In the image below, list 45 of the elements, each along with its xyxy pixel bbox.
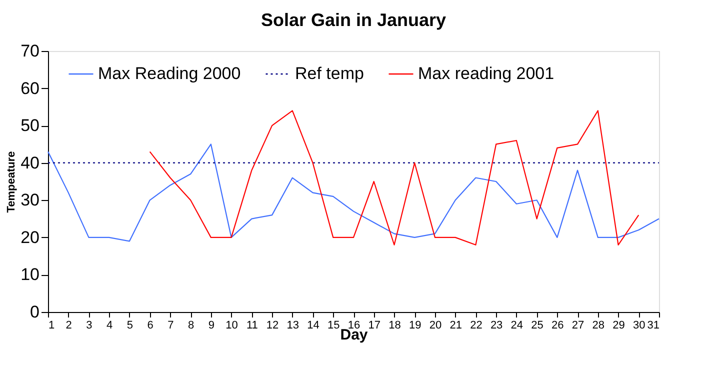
x-tick-label: 24 xyxy=(510,320,524,332)
chart-title: Solar Gain in January xyxy=(260,10,446,30)
line-series xyxy=(149,110,640,246)
y-tick-label: 40 xyxy=(20,153,40,172)
x-tick-label: 26 xyxy=(552,320,564,332)
x-tick-label: 12 xyxy=(266,320,279,332)
x-tick-label: 3 xyxy=(86,320,92,332)
x-tick-label: 1 xyxy=(48,320,55,332)
y-tick-label: 20 xyxy=(20,228,40,247)
x-tick-label: 20 xyxy=(429,320,442,332)
x-tick-label: 13 xyxy=(286,320,300,332)
x-tick-label: 27 xyxy=(572,320,584,332)
x-tick-label: 22 xyxy=(470,320,482,332)
y-axis-title: Tempeature xyxy=(6,151,18,213)
legend-label: Max Reading 2000 xyxy=(98,64,241,83)
x-tick-label: 25 xyxy=(531,320,544,332)
x-tick-label: 19 xyxy=(408,320,422,332)
y-tick-label: 70 xyxy=(20,42,40,60)
x-tick-label: 15 xyxy=(328,320,340,332)
y-tick-label: 50 xyxy=(20,116,40,136)
x-tick-label: 2 xyxy=(66,320,72,332)
x-tick-label: 18 xyxy=(388,320,401,332)
x-tick-label: 21 xyxy=(450,320,462,332)
x-tick-label: 28 xyxy=(592,320,605,332)
line-series xyxy=(47,144,660,242)
x-tick-label: 6 xyxy=(147,320,154,332)
x-tick-label: 7 xyxy=(168,320,174,332)
x-tick-label: 31 xyxy=(647,320,660,332)
x-tick-label: 10 xyxy=(226,320,238,332)
x-tick-label: 5 xyxy=(126,320,134,332)
x-tick-label: 8 xyxy=(188,320,194,332)
x-tick-label: 11 xyxy=(246,320,258,332)
x-tick-label: 9 xyxy=(208,320,214,332)
x-tick-label: 17 xyxy=(368,320,380,332)
legend-label: Ref temp xyxy=(295,64,364,83)
y-tick-label: 0 xyxy=(30,302,40,322)
legend-label: Max reading 2001 xyxy=(418,64,554,83)
x-tick-label: 23 xyxy=(490,320,503,332)
y-tick-label: 10 xyxy=(20,265,40,284)
y-tick-label: 60 xyxy=(20,78,40,98)
y-tick-label: 30 xyxy=(20,190,40,210)
x-tick-label: 4 xyxy=(106,320,113,332)
x-tick-label: 30 xyxy=(633,320,646,332)
x-tick-label: 29 xyxy=(612,320,625,332)
x-tick-label: 14 xyxy=(307,320,320,332)
